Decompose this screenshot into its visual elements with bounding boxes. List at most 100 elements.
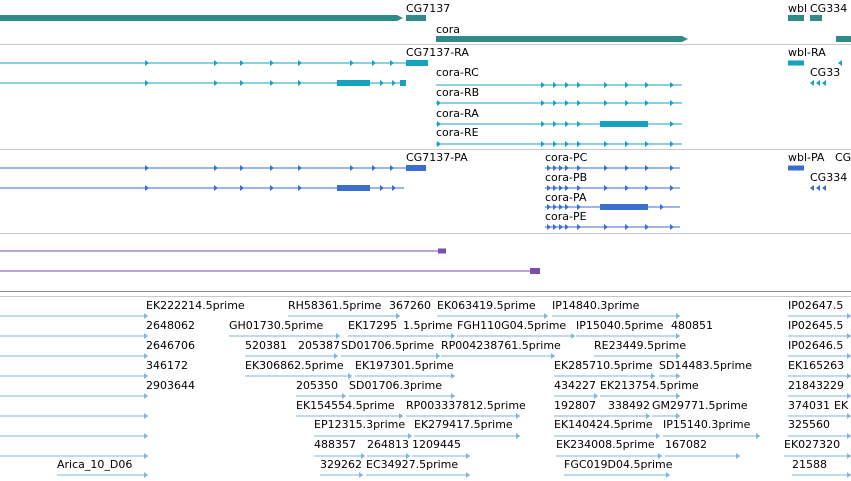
est-label[interactable]: GH01730.5prime: [229, 319, 324, 332]
est-label[interactable]: SD01706.3prime: [349, 379, 442, 392]
est-label[interactable]: 205350: [296, 379, 338, 392]
transcript-label[interactable]: wbl-RA: [788, 46, 826, 59]
transcript-label[interactable]: cora-RC: [436, 66, 479, 79]
protein-label[interactable]: CG334: [810, 171, 848, 184]
est-label[interactable]: EK306862.5prime: [245, 359, 344, 372]
est-label[interactable]: EP12315.3prime: [314, 418, 406, 431]
feature-strand-arrow: [625, 165, 629, 171]
feature-strand-arrow: [298, 60, 302, 66]
est-label[interactable]: EK027320: [784, 438, 841, 451]
est-label[interactable]: IP15040.5prime: [576, 319, 664, 332]
gene-label-cg7137[interactable]: CG7137: [406, 2, 451, 15]
feature-strand-arrow: [565, 185, 569, 191]
est-label[interactable]: GM29771.5prime: [652, 399, 748, 412]
feature-strand-arrow: [553, 121, 557, 127]
feature-strand-arrow: [625, 141, 629, 147]
feature-exon-block: [337, 80, 370, 86]
est-label[interactable]: 338492: [608, 399, 650, 412]
est-label[interactable]: 2646706: [146, 339, 195, 352]
est-label[interactable]: EK165263: [788, 359, 845, 372]
est-label[interactable]: SD01706.5prime: [341, 339, 434, 352]
est-label[interactable]: 2903644: [146, 379, 195, 392]
est-label[interactable]: RE23449.5prime: [594, 339, 687, 352]
est-label[interactable]: 167082: [665, 438, 707, 451]
transcript-label[interactable]: cora-RE: [436, 126, 479, 139]
est-label[interactable]: 374031: [788, 399, 830, 412]
est-label[interactable]: 21588: [792, 458, 827, 471]
protein-label[interactable]: CG: [835, 151, 851, 164]
est-label[interactable]: EC34927.5prime: [366, 458, 459, 471]
transcript-label[interactable]: CG7137-RA: [406, 46, 469, 59]
gene-label-cora[interactable]: cora: [436, 23, 461, 36]
est-label[interactable]: IP02645.5: [788, 319, 844, 332]
est-label[interactable]: IP14840.3prime: [552, 299, 640, 312]
transcript-label[interactable]: cora-RB: [436, 86, 480, 99]
est-label[interactable]: EK222214.5prime: [146, 299, 245, 312]
est-label[interactable]: 264813: [367, 438, 409, 451]
feature-strand-arrow: [541, 82, 545, 88]
feature-strand-arrow: [390, 60, 394, 66]
feature-end-arrow: [682, 36, 688, 42]
est-label[interactable]: EK285710.5prime: [554, 359, 653, 372]
est-label[interactable]: FGH110G04.5prime: [457, 319, 567, 332]
feature-strand-arrow: [577, 100, 581, 106]
est-label[interactable]: EK063419.5prime: [437, 299, 536, 312]
est-label[interactable]: EK213754.5prime: [600, 379, 699, 392]
protein-label[interactable]: cora-PA: [545, 191, 587, 204]
protein-label[interactable]: cora-PB: [545, 171, 588, 184]
feature-strand-arrow: [670, 165, 674, 171]
est-label[interactable]: 346172: [146, 359, 188, 372]
feature-exon-block: [400, 80, 406, 86]
protein-label[interactable]: cora-PE: [545, 210, 587, 223]
est-label[interactable]: EK279417.5prime: [414, 418, 513, 431]
est-label[interactable]: IP15140.3prime: [663, 418, 751, 431]
est-label[interactable]: 520381: [245, 339, 287, 352]
est-label[interactable]: EK154554.5prime: [296, 399, 395, 412]
transcript-label[interactable]: cora-RA: [436, 107, 479, 120]
feature-strand-arrow: [577, 204, 581, 210]
est-label[interactable]: RH58361.5prime: [288, 299, 382, 312]
est-label[interactable]: EK140424.5prime: [554, 418, 653, 431]
est-label[interactable]: 329262: [320, 458, 362, 471]
est-label[interactable]: 21843229: [788, 379, 844, 392]
protein-label[interactable]: cora-PC: [545, 151, 588, 164]
feature-strand-arrow: [551, 353, 555, 359]
est-label[interactable]: EK: [834, 399, 849, 412]
est-label[interactable]: 192807: [554, 399, 596, 412]
est-label[interactable]: RP004238761.5prime: [441, 339, 561, 352]
transcript-label[interactable]: CG33: [810, 66, 841, 79]
est-label[interactable]: EK234008.5prime: [556, 438, 655, 451]
feature-strand-arrow: [756, 433, 760, 439]
feature-strand-arrow: [645, 165, 649, 171]
est-label[interactable]: RP003337812.5prime: [406, 399, 526, 412]
est-label[interactable]: 480851: [671, 319, 713, 332]
est-label[interactable]: 1209445: [412, 438, 461, 451]
feature-strand-arrow: [670, 141, 674, 147]
est-label[interactable]: 488357: [314, 438, 356, 451]
est-label[interactable]: IP02647.5: [788, 299, 844, 312]
gene-label-cg334[interactable]: CG334: [810, 2, 848, 15]
est-label[interactable]: 325560: [788, 418, 830, 431]
feature-strand-arrow: [145, 185, 149, 191]
est-label[interactable]: 2648062: [146, 319, 195, 332]
est-label[interactable]: FGC019D04.5prime: [564, 458, 673, 471]
est-label[interactable]: IP02646.5: [788, 339, 844, 352]
feature-strand-arrow: [645, 100, 649, 106]
est-label[interactable]: 1.5prime: [403, 319, 453, 332]
est-label[interactable]: 367260: [389, 299, 431, 312]
protein-label[interactable]: wbl-PA: [788, 151, 825, 164]
protein-label[interactable]: CG7137-PA: [406, 151, 468, 164]
track-separator: [0, 291, 851, 292]
feature-strand-arrow: [676, 413, 680, 419]
est-label[interactable]: 205387: [298, 339, 340, 352]
feature-strand-arrow: [516, 433, 520, 439]
gene-label-wbl[interactable]: wbl: [788, 2, 808, 15]
est-label[interactable]: EK197301.5prime: [355, 359, 454, 372]
feature-strand-arrow: [406, 453, 410, 459]
feature-strand-arrow: [847, 453, 851, 459]
est-label[interactable]: EK17295: [348, 319, 398, 332]
feature-strand-arrow: [645, 224, 649, 230]
est-label[interactable]: SD14483.5prime: [659, 359, 752, 372]
est-label[interactable]: 434227: [554, 379, 596, 392]
est-label[interactable]: Arica_10_D06: [57, 458, 133, 471]
